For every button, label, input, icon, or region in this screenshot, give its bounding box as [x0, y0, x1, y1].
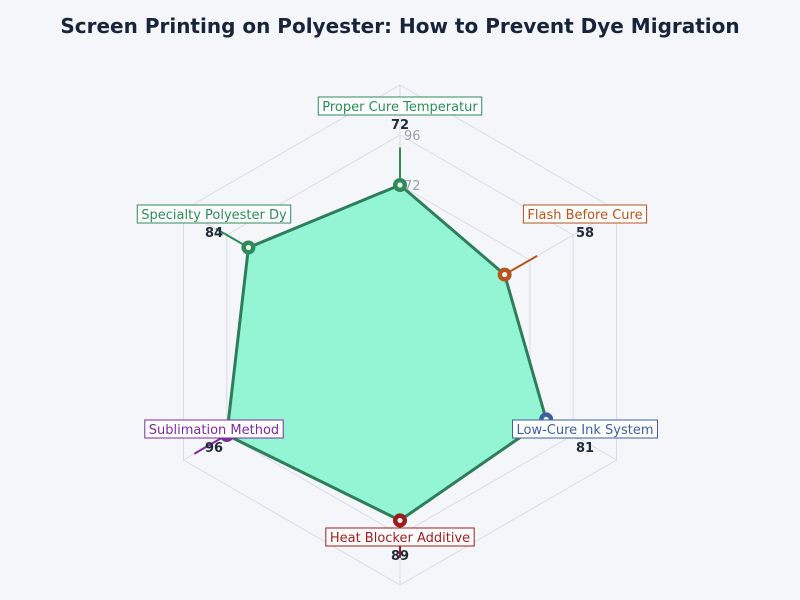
value-label: 81	[576, 441, 594, 456]
category-label-group: Flash Before Cure 58	[522, 204, 648, 241]
radial-tick-label: 96	[404, 129, 421, 144]
category-label-box	[144, 419, 284, 439]
category-label-box	[317, 96, 483, 116]
category-label: Flash Before Cure	[527, 208, 642, 223]
category-label-box	[522, 204, 648, 224]
radar-area	[225, 183, 548, 522]
category-label: Proper Cure Temperatur	[322, 100, 478, 115]
category-label-group: Heat Blocker Additive 89	[325, 527, 475, 564]
category-label-group: Proper Cure Temperatur 72	[317, 96, 483, 133]
category-label-box	[136, 204, 292, 224]
data-point-center	[397, 182, 403, 188]
category-label-group: Specialty Polyester Dy 84	[136, 204, 292, 241]
value-label: 96	[205, 441, 223, 456]
radial-tick-label: 72	[404, 179, 421, 194]
series-area	[225, 183, 548, 522]
category-label: Low-Cure Ink System	[516, 423, 653, 438]
data-point-center	[502, 271, 508, 278]
value-label: 72	[391, 118, 409, 133]
category-label-box	[511, 419, 659, 439]
chart-title: Screen Printing on Polyester: How to Pre…	[60, 14, 740, 38]
category-label: Heat Blocker Additive	[330, 531, 470, 546]
category-labels: Proper Cure Temperatur 72 Flash Before Cur…	[136, 96, 659, 564]
data-point-center	[245, 244, 252, 251]
category-label-group: Sublimation Method 96	[144, 419, 284, 456]
data-markers	[219, 178, 554, 528]
category-label-box	[325, 527, 475, 547]
value-label: 84	[205, 226, 223, 241]
category-label: Sublimation Method	[149, 423, 279, 438]
value-label: 89	[391, 549, 409, 564]
radial-ticks: 72 96	[404, 129, 421, 194]
category-label-group: Low-Cure Ink System 81	[511, 419, 659, 456]
data-point-center	[397, 517, 403, 524]
value-label: 58	[576, 226, 594, 241]
category-label: Specialty Polyester Dy	[141, 208, 287, 223]
